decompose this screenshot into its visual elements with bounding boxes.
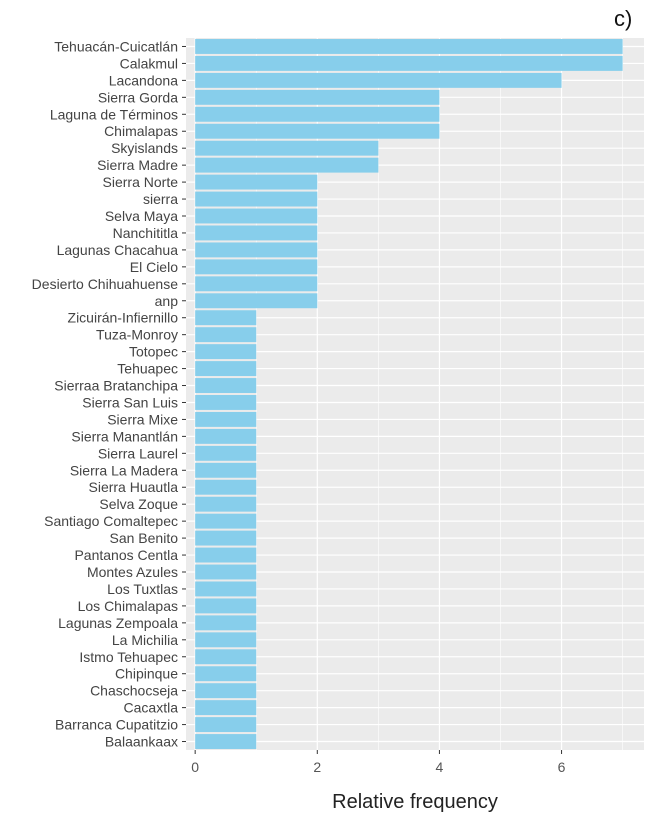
bar <box>195 259 318 275</box>
category-label: Chipinque <box>115 666 178 682</box>
x-tick-label: 6 <box>558 759 566 775</box>
bar <box>195 496 257 512</box>
category-label: Istmo Tehuapec <box>79 649 178 665</box>
category-label: Chimalapas <box>104 123 178 139</box>
category-label: Selva Zoque <box>99 496 178 512</box>
bar <box>195 225 318 241</box>
bar <box>195 411 257 427</box>
category-label: Nanchititla <box>113 225 179 241</box>
bar <box>195 564 257 580</box>
category-label: Sierraa Bratanchipa <box>54 378 178 394</box>
bar <box>195 462 257 478</box>
bar <box>195 479 257 495</box>
category-label: anp <box>155 293 179 309</box>
category-label: Sierra Laurel <box>98 445 178 461</box>
bar <box>195 89 440 105</box>
bar <box>195 378 257 393</box>
y-tick-marks <box>182 45 186 743</box>
category-label: Sierra San Luis <box>82 394 178 410</box>
bar <box>195 615 257 631</box>
bar <box>195 649 257 665</box>
bar <box>195 598 257 614</box>
category-label: Calakmul <box>120 55 178 71</box>
bar <box>195 157 379 173</box>
bar <box>195 140 379 156</box>
bar <box>195 276 318 292</box>
bar <box>195 327 257 343</box>
x-tick-label: 2 <box>313 759 321 775</box>
bar <box>195 581 257 597</box>
bar <box>195 191 318 207</box>
category-label: Santiago Comaltepec <box>44 513 178 529</box>
x-axis-ticks: 0 2 4 6 <box>191 750 566 775</box>
category-label: Cacaxtla <box>124 700 179 716</box>
category-label: Los Chimalapas <box>78 598 178 614</box>
bar <box>195 717 257 733</box>
x-tick-label: 0 <box>191 759 199 775</box>
bar <box>195 513 257 529</box>
category-label: Barranca Cupatitzio <box>55 717 178 733</box>
bar <box>195 174 318 190</box>
panel-label: c) <box>614 6 632 31</box>
category-label: Sierra Norte <box>103 174 179 190</box>
plot-panel <box>186 38 644 750</box>
category-label: Selva Maya <box>105 208 178 224</box>
x-axis-title: Relative frequency <box>332 791 498 813</box>
category-label: sierra <box>143 191 178 207</box>
category-label: Pantanos Centla <box>74 547 178 563</box>
category-label: Lacandona <box>109 72 179 88</box>
bar <box>195 547 257 563</box>
x-tick-label: 4 <box>436 759 444 775</box>
bar <box>195 39 623 54</box>
category-label: Lagunas Chacahua <box>57 242 179 258</box>
category-label: Tuza-Monroy <box>96 327 178 343</box>
bar <box>195 344 257 360</box>
category-label: Totopec <box>129 344 178 360</box>
bar <box>195 242 318 258</box>
bar <box>195 72 562 88</box>
category-label: Desierto Chihuahuense <box>32 276 179 292</box>
category-label: Los Tuxtlas <box>107 581 178 597</box>
bar <box>195 395 257 410</box>
bar <box>195 55 623 71</box>
bar <box>195 106 440 122</box>
category-labels: Tehuacán-CuicatlánCalakmulLacandonaSierr… <box>32 38 179 749</box>
bar <box>195 734 257 749</box>
bars <box>195 39 623 749</box>
bar <box>195 293 318 309</box>
category-label: Chaschocseja <box>90 683 178 699</box>
category-label: El Cielo <box>130 259 178 275</box>
bar <box>195 361 257 377</box>
category-label: Sierra Madre <box>97 157 178 173</box>
category-label: Sierra Mixe <box>107 411 178 427</box>
category-label: San Benito <box>110 530 179 546</box>
bar <box>195 445 257 461</box>
bar <box>195 683 257 699</box>
category-label: Lagunas Zempoala <box>58 615 178 631</box>
bar <box>195 700 257 716</box>
category-label: Sierra La Madera <box>70 462 178 478</box>
category-label: Laguna de Términos <box>50 106 178 122</box>
category-label: Zicuirán-Infiernillo <box>68 310 179 326</box>
bar <box>195 208 318 224</box>
category-label: Tehuacán-Cuicatlán <box>54 38 178 54</box>
bar <box>195 428 257 444</box>
bar <box>195 666 257 682</box>
category-label: Montes Azules <box>87 564 178 580</box>
category-label: Sierra Huautla <box>89 479 179 495</box>
category-label: Sierra Gorda <box>98 89 178 105</box>
category-label: Tehuapec <box>117 361 178 377</box>
bar <box>195 530 257 546</box>
bar <box>195 123 440 139</box>
category-label: Balaankaax <box>105 734 178 750</box>
category-label: Sierra Manantlán <box>71 428 178 444</box>
category-label: Skyislands <box>111 140 178 156</box>
category-label: La Michilia <box>112 632 178 648</box>
bar <box>195 632 257 648</box>
bar <box>195 310 257 326</box>
